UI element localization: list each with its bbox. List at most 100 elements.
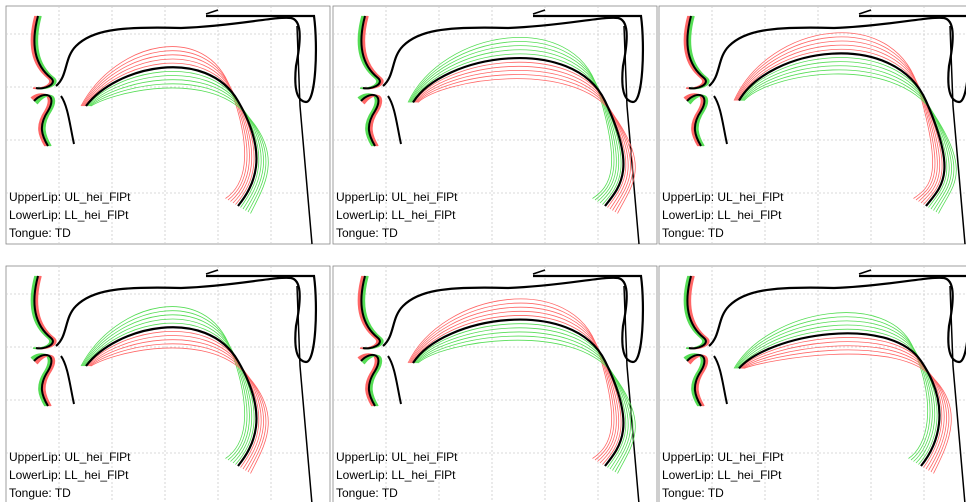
palate — [55, 274, 318, 364]
tongue-label: Tongue: TD — [9, 486, 71, 500]
tongue-fan — [735, 40, 938, 202]
pharynx-wall — [623, 25, 640, 245]
tongue-fan — [407, 37, 613, 199]
panel-frame — [658, 265, 966, 502]
tongue-fan — [734, 36, 936, 201]
pharynx-wall — [949, 285, 966, 502]
palate — [708, 14, 966, 104]
tongue-fan — [736, 324, 936, 464]
tongue-fan — [410, 49, 620, 204]
tongue — [738, 52, 946, 207]
lower-lip-label: LowerLip: LL_hei_FlPt — [336, 208, 456, 222]
tongue-fan — [409, 45, 617, 202]
upper-lip — [33, 275, 54, 350]
nasal-mark — [205, 9, 219, 15]
pharynx-wall — [296, 285, 313, 502]
upper-lip — [360, 15, 381, 90]
tongue — [412, 318, 625, 467]
lower-lip — [33, 353, 53, 407]
lower-lip-label: LowerLip: LL_hei_FlPt — [9, 208, 129, 222]
tongue-label: Tongue: TD — [336, 226, 398, 240]
lower-lip — [686, 93, 706, 147]
panel: UpperLip: UL_hei_FlPt LowerLip: LL_hei_Fl… — [658, 265, 966, 502]
upper-lip — [686, 15, 707, 90]
panel-frame — [658, 5, 966, 245]
tongue-fan — [417, 339, 636, 474]
lower-lip-fan — [363, 94, 383, 147]
tongue-fan — [414, 327, 629, 470]
tongue-fan — [414, 65, 629, 210]
pharynx-wall — [296, 25, 313, 245]
tongue-fan — [733, 32, 934, 199]
tongue-fan — [416, 335, 634, 473]
tongue-label: Tongue: TD — [662, 226, 724, 240]
tongue-fan — [413, 61, 627, 208]
tongue-fan — [81, 50, 248, 201]
nasal-mark — [858, 269, 872, 275]
upper-lip-label: UpperLip: UL_hei_FlPt — [662, 190, 784, 204]
upper-lip-label: UpperLip: UL_hei_FlPt — [336, 190, 458, 204]
lower-incisor — [60, 95, 75, 145]
lower-lip-label: LowerLip: LL_hei_FlPt — [336, 468, 456, 482]
upper-lip — [33, 15, 54, 90]
lower-incisor — [713, 95, 728, 145]
tongue — [85, 326, 258, 467]
lower-lip-fan — [363, 354, 383, 407]
lower-lip — [33, 93, 53, 147]
tongue-fan — [80, 306, 246, 459]
tongue-fan — [739, 57, 948, 208]
lower-incisor — [713, 355, 728, 405]
panel-frame — [5, 265, 331, 502]
lower-lip — [686, 353, 706, 407]
lower-incisor — [60, 355, 75, 405]
panel: UpperLip: UL_hei_FlPt LowerLip: LL_hei_Fl… — [332, 265, 658, 502]
palate — [55, 14, 318, 104]
lower-lip-fan — [689, 354, 709, 407]
upper-lip-label: UpperLip: UL_hei_FlPt — [9, 190, 131, 204]
tongue-fan — [742, 349, 950, 473]
tongue-fan — [416, 74, 634, 213]
upper-lip-label: UpperLip: UL_hei_FlPt — [9, 450, 131, 464]
panel: UpperLip: UL_hei_FlPt LowerLip: LL_hei_Fl… — [332, 5, 658, 245]
tongue-fan — [743, 353, 952, 474]
palate — [382, 274, 645, 364]
tongue-label: Tongue: TD — [336, 486, 398, 500]
tongue-fan — [80, 46, 246, 199]
tongue — [412, 57, 625, 207]
panel-frame — [5, 5, 331, 245]
tongue — [738, 332, 941, 467]
tongue-fan — [407, 298, 613, 459]
tongue-fan — [415, 331, 631, 471]
tongue-fan — [741, 65, 952, 211]
lower-lip-fan — [689, 94, 709, 147]
lower-incisor — [387, 95, 402, 145]
lower-lip-fan — [36, 354, 56, 407]
lower-lip-fan — [36, 94, 56, 147]
lower-lip — [360, 353, 380, 407]
lower-lip-label: LowerLip: LL_hei_FlPt — [662, 468, 782, 482]
tongue-fan — [415, 70, 631, 211]
tongue-fan — [408, 302, 615, 461]
lower-incisor — [387, 355, 402, 405]
pharynx-wall — [623, 285, 640, 502]
upper-lip-label: UpperLip: UL_hei_FlPt — [336, 450, 458, 464]
palate — [382, 14, 645, 104]
panel: UpperLip: UL_hei_FlPt LowerLip: LL_hei_Fl… — [5, 5, 331, 245]
tongue-fan — [740, 341, 945, 470]
panel: UpperLip: UL_hei_FlPt LowerLip: LL_hei_Fl… — [658, 5, 966, 245]
tongue-fan — [743, 73, 957, 214]
lower-lip-label: LowerLip: LL_hei_FlPt — [9, 468, 129, 482]
tongue-fan — [408, 41, 615, 201]
pharynx-wall — [949, 25, 966, 245]
tongue-label: Tongue: TD — [662, 486, 724, 500]
nasal-mark — [532, 9, 546, 15]
nasal-mark — [205, 269, 219, 275]
tongue-fan — [742, 69, 955, 213]
tongue-fan — [409, 306, 617, 462]
tongue-fan — [733, 312, 929, 459]
nasal-mark — [858, 9, 872, 15]
nasal-mark — [532, 269, 546, 275]
lower-lip-label: LowerLip: LL_hei_FlPt — [662, 208, 782, 222]
panel: UpperLip: UL_hei_FlPt LowerLip: LL_hei_Fl… — [5, 265, 331, 502]
